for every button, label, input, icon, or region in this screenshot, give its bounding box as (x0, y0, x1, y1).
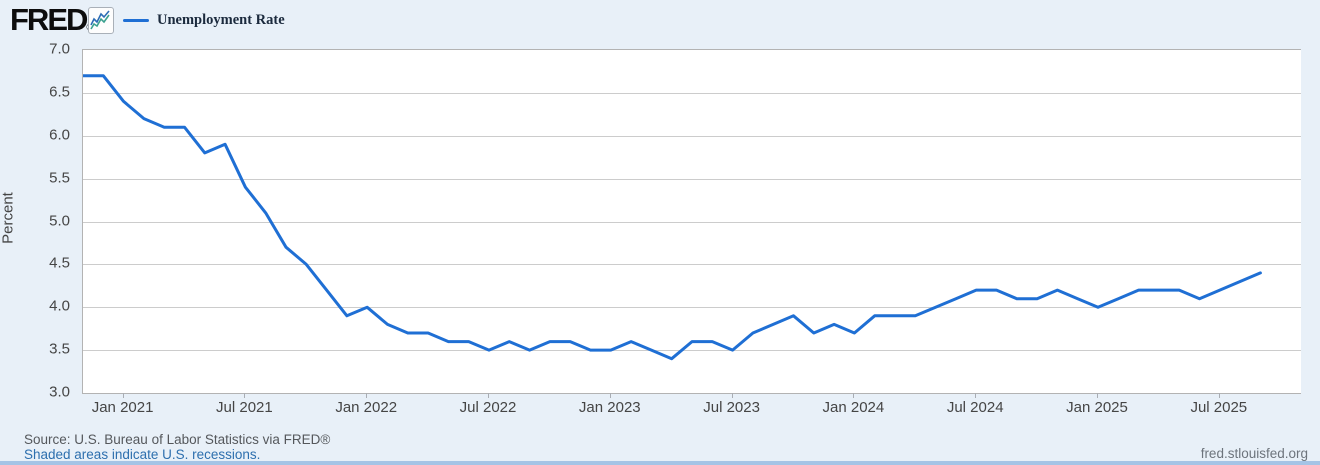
y-tick-label: 3.5 (49, 340, 70, 358)
x-tick-mark (488, 393, 489, 398)
fred-site-url-link[interactable]: fred.stlouisfed.org (1200, 446, 1308, 461)
gridline (83, 135, 1301, 137)
x-tick-label: Jul 2025 (1190, 399, 1248, 416)
gridline (83, 221, 1301, 223)
x-tick-mark (853, 393, 855, 398)
legend-series-label[interactable]: Unemployment Rate (157, 12, 285, 28)
x-tick-mark (244, 393, 246, 398)
source-attribution: Source: U.S. Bureau of Labor Statistics … (24, 432, 331, 447)
y-tick-label: 6.5 (49, 83, 70, 101)
gridline (83, 178, 1301, 180)
x-tick-label: Jul 2023 (703, 399, 760, 416)
y-tick-label: 5.0 (49, 212, 70, 229)
bottom-accent-strip (0, 461, 1320, 465)
gridline (83, 264, 1301, 266)
fred-logo[interactable]: FRED® (10, 2, 92, 38)
x-tick-label: Jul 2021 (216, 399, 273, 416)
x-tick-mark (609, 393, 611, 398)
sparkline-icon-graphic (90, 10, 110, 30)
x-tick-mark (122, 393, 124, 398)
recessions-note-link[interactable]: Shaded areas indicate U.S. recessions. (24, 447, 261, 462)
x-tick-label: Jan 2022 (335, 399, 398, 416)
gridline (83, 350, 1301, 352)
y-tick-label: 5.5 (49, 169, 70, 187)
x-tick-label: Jan 2024 (822, 399, 885, 416)
unemployment-rate-line-chart[interactable] (83, 50, 1301, 393)
x-tick-label: Jul 2024 (946, 399, 1004, 416)
chart-legend: Unemployment Rate (123, 12, 285, 29)
fred-logo-text: FRED (10, 2, 88, 37)
y-tick-label: 4.0 (49, 297, 70, 315)
x-tick-label: Jan 2023 (578, 399, 641, 416)
x-tick-label: Jan 2021 (91, 399, 154, 416)
y-tick-label: 7.0 (49, 40, 70, 58)
x-tick-label: Jul 2022 (459, 399, 517, 416)
data-line[interactable] (83, 74, 1262, 361)
x-tick-mark (1097, 393, 1098, 398)
legend-line-swatch (123, 19, 149, 22)
x-tick-mark (366, 393, 368, 398)
y-tick-label: 6.0 (49, 126, 70, 144)
x-tick-mark (975, 393, 977, 398)
x-tick-mark (731, 393, 733, 398)
sparkline-chart-icon[interactable] (88, 7, 114, 34)
y-tick-label: 4.5 (49, 254, 70, 272)
plot-area[interactable] (82, 49, 1301, 394)
x-tick-label: Jan 2025 (1066, 399, 1128, 416)
gridline (83, 92, 1301, 94)
x-tick-mark (1218, 393, 1220, 398)
gridline (83, 307, 1301, 309)
y-tick-label: 3.0 (49, 383, 70, 401)
